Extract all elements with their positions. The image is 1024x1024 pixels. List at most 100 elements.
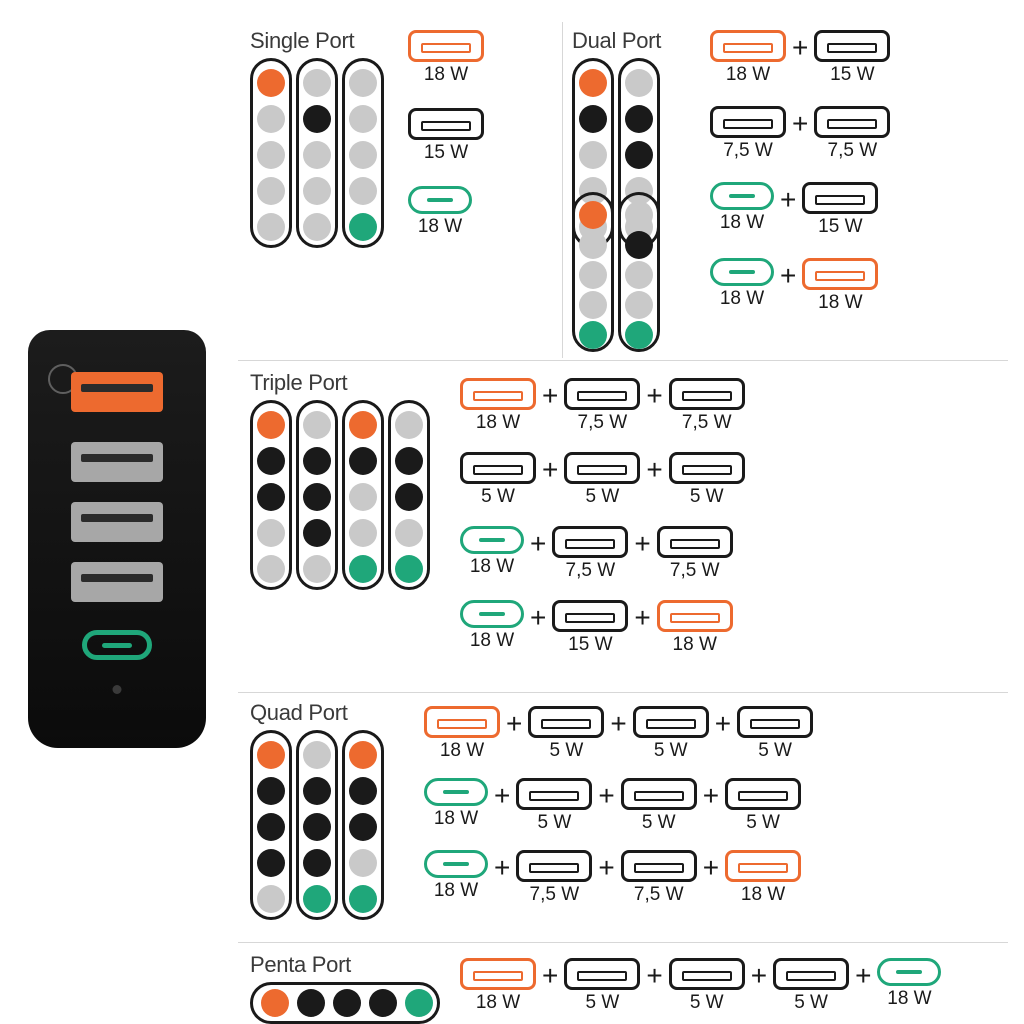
power-combination-row: 18 W (408, 186, 484, 238)
usb-a-port-icon: 7,5 W (516, 850, 592, 906)
usb-a-port-icon: 15 W (408, 108, 484, 164)
wattage-label: 5 W (642, 812, 676, 834)
wattage-label: 7,5 W (723, 140, 773, 162)
power-combination-row: 18 W+7,5 W+7,5 W (460, 378, 745, 434)
plus-separator: + (780, 260, 796, 292)
port-dot-icon (257, 555, 285, 583)
section-title: Triple Port (250, 370, 347, 396)
port-dot-icon (303, 849, 331, 877)
plus-separator: + (494, 780, 510, 812)
port-state-indicator (388, 400, 430, 590)
usb-a-port-icon: 18 W (710, 30, 786, 86)
usb-c-port-icon: 18 W (424, 778, 488, 830)
usb-a-port-icon: 5 W (460, 452, 536, 508)
usb-a-port-icon: 15 W (802, 182, 878, 238)
usb-a-port-icon: 7,5 W (621, 850, 697, 906)
port-dot-icon (257, 69, 285, 97)
power-combination-row: 5 W+5 W+5 W (460, 452, 745, 508)
port-dot-icon (579, 201, 607, 229)
wattage-label: 18 W (424, 64, 468, 86)
wattage-label: 18 W (434, 880, 478, 902)
port-dot-icon (303, 519, 331, 547)
usb-a-port-icon: 5 W (516, 778, 592, 834)
usb-a-port-icon (71, 562, 163, 602)
usb-a-port-icon: 18 W (725, 850, 801, 906)
wattage-label: 5 W (794, 992, 828, 1014)
plus-separator: + (530, 528, 546, 560)
wattage-label: 5 W (481, 486, 515, 508)
section-title: Dual Port (572, 28, 661, 54)
usb-a-port-icon (71, 372, 163, 412)
port-dot-icon (349, 741, 377, 769)
wattage-label: 18 W (470, 556, 514, 578)
wattage-label: 5 W (654, 740, 688, 762)
power-combination-row: 18 W+5 W+5 W+5 W (424, 778, 813, 834)
port-dot-icon (303, 741, 331, 769)
wattage-label: 15 W (818, 216, 862, 238)
usb-c-port-icon: 18 W (877, 958, 941, 1010)
usb-a-port-icon: 7,5 W (657, 526, 733, 582)
port-dot-icon (349, 483, 377, 511)
port-dot-icon (333, 989, 361, 1017)
port-state-indicator (296, 58, 338, 248)
plus-separator: + (494, 852, 510, 884)
port-dot-icon (257, 741, 285, 769)
wattage-label: 5 W (537, 812, 571, 834)
port-dot-icon (257, 777, 285, 805)
port-state-indicator (342, 58, 384, 248)
port-dot-icon (303, 141, 331, 169)
wattage-label: 5 W (746, 812, 780, 834)
plus-separator: + (792, 108, 808, 140)
plus-separator: + (780, 184, 796, 216)
port-dot-icon (395, 447, 423, 475)
port-dot-icon (579, 105, 607, 133)
charger-port-combinations-diagram: Single Port18 W15 W18 WDual Port18 W+15 … (0, 0, 1024, 1024)
power-combination-row: 18 W+5 W+5 W+5 W (424, 706, 813, 762)
port-state-indicator (250, 400, 292, 590)
usb-c-port-icon: 18 W (710, 182, 774, 234)
usb-a-port-icon: 18 W (802, 258, 878, 314)
port-state-indicator (572, 192, 614, 352)
usb-a-port-icon: 18 W (657, 600, 733, 656)
port-dot-icon (303, 555, 331, 583)
port-dot-icon (625, 69, 653, 97)
plus-separator: + (610, 708, 626, 740)
usb-a-port-icon: 18 W (460, 378, 536, 434)
port-dot-icon (349, 777, 377, 805)
plus-separator: + (598, 780, 614, 812)
section-title: Single Port (250, 28, 354, 54)
port-dot-icon (349, 813, 377, 841)
port-dot-icon (579, 231, 607, 259)
plus-separator: + (598, 852, 614, 884)
usb-a-port-icon: 7,5 W (669, 378, 745, 434)
port-dot-icon (257, 141, 285, 169)
wattage-label: 7,5 W (530, 884, 580, 906)
wattage-label: 18 W (741, 884, 785, 906)
usb-c-port-icon: 18 W (460, 526, 524, 578)
usb-a-port-icon: 5 W (773, 958, 849, 1014)
power-combination-row: 18 W (408, 30, 484, 86)
port-dot-icon (303, 105, 331, 133)
plus-separator: + (542, 960, 558, 992)
plus-separator: + (530, 602, 546, 634)
port-dot-icon (257, 885, 285, 913)
port-dot-icon (303, 483, 331, 511)
wattage-label: 18 W (434, 808, 478, 830)
port-dot-icon (625, 321, 653, 349)
wattage-label: 5 W (549, 740, 583, 762)
usb-a-port-icon: 7,5 W (814, 106, 890, 162)
port-dot-icon (579, 69, 607, 97)
plus-separator: + (646, 454, 662, 486)
port-dot-icon (303, 177, 331, 205)
port-dot-icon (349, 849, 377, 877)
power-combination-row: 18 W+15 W (710, 30, 890, 86)
port-dot-icon (257, 411, 285, 439)
power-combination-row: 18 W+15 W (710, 182, 890, 238)
port-dot-icon (625, 201, 653, 229)
usb-c-port-icon: 18 W (710, 258, 774, 310)
usb-a-port-icon: 5 W (737, 706, 813, 762)
port-dot-icon (579, 291, 607, 319)
charger-device-illustration (28, 330, 206, 748)
power-combination-row: 18 W+15 W+18 W (460, 600, 745, 656)
plus-separator: + (792, 32, 808, 64)
